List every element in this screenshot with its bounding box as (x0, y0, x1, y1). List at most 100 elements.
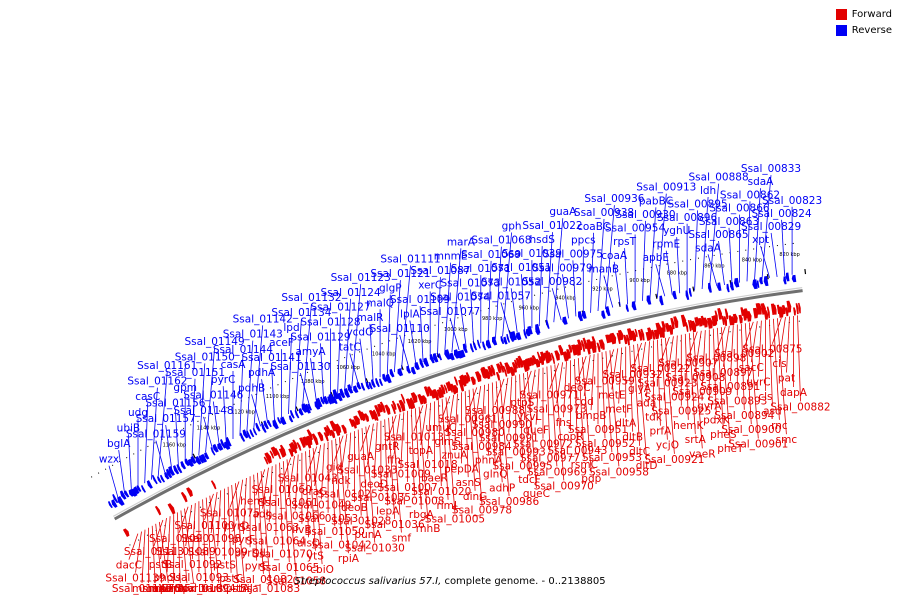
gene-label: cls (758, 391, 772, 403)
reverse-gene (717, 282, 722, 291)
label-leader (694, 210, 698, 291)
label-leader (386, 414, 397, 442)
label-leader (521, 370, 532, 398)
label-leader (743, 321, 754, 349)
gene-label: Ssal_00921 (644, 454, 704, 466)
gene-label: Ssal_01146 (183, 390, 243, 402)
gene-label: draG (302, 486, 328, 498)
gene-label: Ssal_01050 (305, 526, 365, 538)
reverse-gene (117, 495, 125, 506)
label-leader (191, 503, 196, 560)
label-leader (781, 219, 785, 276)
label-leader (632, 342, 642, 370)
forward-gene (499, 361, 505, 373)
gene-label: Ssal_01068 (471, 235, 531, 247)
label-leader (367, 423, 374, 465)
forward-gene (290, 442, 298, 454)
label-leader (667, 336, 674, 378)
label-leader (688, 333, 696, 435)
label-leader (286, 459, 297, 576)
label-leader (467, 387, 478, 414)
forward-gene (525, 358, 530, 370)
gene-label: Ssal_01036 (365, 519, 425, 531)
scale-label: 1020 kbp (408, 339, 432, 345)
label-leader (222, 386, 227, 443)
label-leader (660, 336, 670, 364)
gene-label: Ssal_01124 (321, 287, 381, 299)
label-leader (646, 341, 650, 398)
label-leader (661, 338, 668, 440)
label-leader (657, 339, 661, 426)
gene-label: pepDA (444, 463, 480, 475)
gene-label: Ssal_01161 (137, 360, 197, 372)
forward-gene (390, 404, 396, 415)
label-leader (314, 444, 321, 486)
gene-label: metF (605, 404, 632, 416)
scale-label: 1140 kbp (197, 426, 221, 432)
gene-label: pheT (717, 443, 744, 455)
forward-gene (278, 448, 286, 458)
forward-gene (305, 439, 312, 449)
reverse-gene (515, 332, 522, 341)
gene-label: Ssal_01020 (411, 486, 471, 498)
scale-tick (192, 453, 196, 459)
legend-item-reverse: Reverse (835, 22, 892, 38)
label-leader (609, 350, 620, 467)
gene-label: dltA (615, 418, 637, 430)
forward-gene (630, 330, 637, 342)
forward-gene (661, 321, 666, 333)
forward-gene (374, 404, 381, 417)
reverse-gene (210, 447, 216, 456)
scale-tick (766, 274, 769, 280)
label-leader (151, 525, 156, 584)
forward-gene (531, 355, 537, 365)
forward-gene (554, 350, 560, 361)
label-leader (337, 313, 341, 394)
gene-label: Ssal_00823 (762, 195, 822, 207)
reverse-gene (124, 490, 130, 498)
label-leader (202, 499, 206, 584)
gene-label: Ssal_01082 (233, 574, 293, 586)
label-leader (769, 319, 773, 406)
reverse-gene (525, 328, 531, 337)
label-leader (440, 396, 451, 423)
reverse-genes: wzxbglAubiBudgcasCSsal_01162Ssal_01161Ss… (99, 163, 822, 509)
label-leader (369, 323, 374, 381)
scale-tick (618, 301, 621, 307)
label-leader (294, 454, 299, 511)
forward-gene (296, 442, 302, 451)
scale-tick (804, 269, 807, 275)
gene-label: uvrC (746, 377, 771, 389)
label-leader (246, 340, 254, 433)
label-leader (624, 248, 628, 305)
forward-gene (391, 400, 397, 410)
label-leader (427, 402, 431, 459)
gene-label: Ssal_00991 (479, 433, 539, 445)
forward-gene (275, 447, 282, 460)
label-leader (773, 318, 780, 420)
reverse-gene (360, 382, 366, 391)
label-leader (746, 201, 751, 282)
label-leader (502, 232, 512, 337)
forward-gene (697, 317, 703, 327)
label-leader (748, 322, 759, 439)
label-leader (770, 232, 778, 277)
scale-tick (365, 378, 369, 384)
reverse-gene (168, 466, 175, 476)
gene-label: smf (392, 533, 412, 545)
gene-label: Ssal_01009 (371, 468, 431, 480)
forward-gene (660, 327, 665, 339)
label-leader (212, 401, 220, 446)
forward-gene (562, 351, 569, 362)
label-leader (295, 319, 302, 412)
gene-label: Ssal_00888 (689, 172, 749, 184)
forward-gene (167, 503, 176, 515)
forward-gene (447, 381, 453, 393)
reverse-gene (535, 323, 541, 334)
forward-gene (717, 308, 723, 320)
label-leader (590, 354, 595, 411)
gene-label: coaBC (577, 221, 610, 233)
label-leader (521, 274, 525, 331)
gene-label: Ssal_01139 (105, 573, 165, 585)
gene-label: Ssal_01049 (291, 499, 351, 511)
